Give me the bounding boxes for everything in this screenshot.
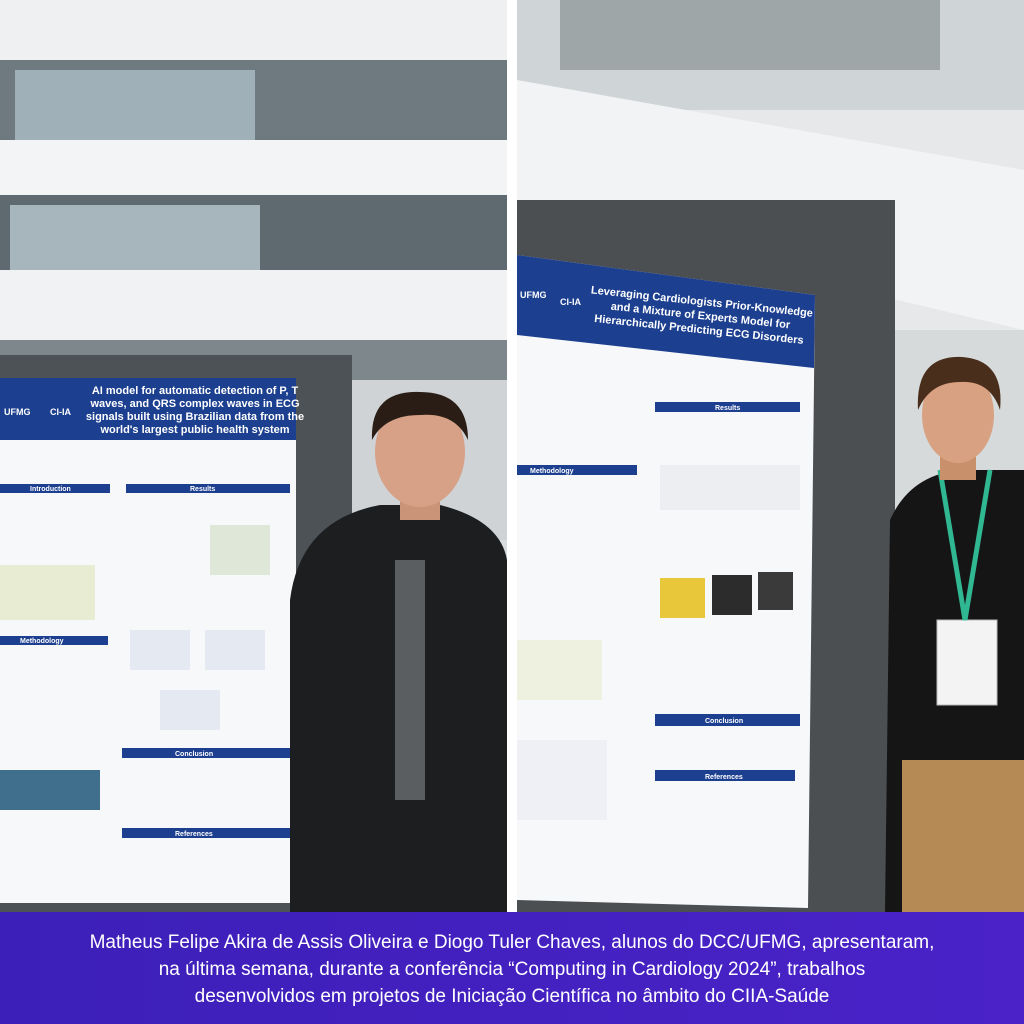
section-header: Introduction <box>30 486 71 493</box>
poster-title: waves, and QRS complex waves in ECG <box>89 398 299 410</box>
section-header: Results <box>190 486 215 493</box>
caption-band <box>0 912 1024 1024</box>
logo: UFMG <box>520 290 547 300</box>
poster-title: signals built using Brazilian data from … <box>86 411 304 423</box>
logo: CI-IA <box>50 407 71 417</box>
left-photo: UFMG CI-IA AI model for automatic detect… <box>0 0 507 912</box>
poster-title: AI model for automatic detection of P, T <box>92 385 299 397</box>
caption-line: desenvolvidos em projetos de Iniciação C… <box>195 986 830 1007</box>
section-header: References <box>705 774 743 781</box>
logo: CI-IA <box>560 297 581 307</box>
section-header: Methodology <box>20 638 64 645</box>
section-header: Conclusion <box>705 718 743 725</box>
section-header: Methodology <box>530 468 574 475</box>
poster-title: world's largest public health system <box>99 424 289 436</box>
logo: UFMG <box>4 407 31 417</box>
section-header: Conclusion <box>175 751 213 758</box>
section-header: Results <box>715 405 740 412</box>
caption-line: na última semana, durante a conferência … <box>159 959 866 980</box>
caption-line: Matheus Felipe Akira de Assis Oliveira e… <box>90 932 935 953</box>
right-photo: UFMG CI-IA Leveraging Cardiologists Prio… <box>517 0 1024 912</box>
section-header: References <box>175 831 213 838</box>
